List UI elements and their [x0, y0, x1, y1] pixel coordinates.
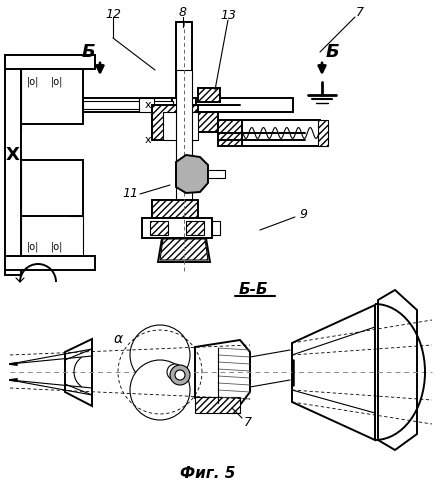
Text: Фиг. 5: Фиг. 5: [181, 467, 236, 482]
Text: |o|: |o|: [51, 77, 63, 87]
Bar: [5, 256, 95, 270]
Bar: [242, 120, 320, 146]
Text: x: x: [145, 100, 151, 110]
Bar: [142, 218, 212, 238]
Polygon shape: [195, 397, 240, 413]
Circle shape: [130, 360, 190, 420]
Polygon shape: [195, 340, 250, 405]
Text: 11: 11: [122, 187, 138, 200]
Bar: [5, 55, 95, 69]
Text: 7: 7: [244, 416, 252, 429]
Polygon shape: [176, 155, 208, 193]
Text: X: X: [6, 146, 20, 164]
Bar: [152, 200, 198, 218]
Polygon shape: [65, 339, 92, 406]
Text: 12: 12: [105, 7, 121, 20]
Text: |o|: |o|: [27, 77, 39, 87]
Bar: [318, 120, 328, 146]
Circle shape: [172, 369, 178, 375]
Bar: [195, 170, 225, 178]
Circle shape: [167, 364, 183, 380]
Bar: [176, 22, 192, 102]
Circle shape: [130, 325, 190, 385]
Text: Б-Б: Б-Б: [238, 281, 268, 296]
Bar: [139, 98, 154, 112]
Text: 13: 13: [220, 8, 236, 21]
Polygon shape: [292, 305, 375, 440]
Circle shape: [170, 365, 190, 385]
Bar: [21, 69, 83, 124]
Bar: [150, 221, 168, 235]
Bar: [186, 221, 204, 235]
Text: 8: 8: [179, 5, 187, 18]
Text: 9: 9: [299, 208, 307, 221]
Bar: [83, 101, 173, 109]
Bar: [5, 55, 21, 275]
Text: 7: 7: [356, 5, 364, 18]
Bar: [152, 105, 198, 140]
Text: Б: Б: [325, 43, 339, 61]
Bar: [212, 221, 220, 235]
Bar: [198, 112, 218, 132]
Text: Б: Б: [81, 43, 95, 61]
Bar: [176, 70, 192, 230]
Bar: [21, 160, 83, 216]
Bar: [83, 98, 293, 112]
Polygon shape: [378, 290, 417, 450]
Text: α: α: [113, 332, 123, 346]
Bar: [198, 88, 220, 102]
Text: |o|: |o|: [51, 242, 63, 252]
Text: x: x: [145, 135, 151, 145]
Bar: [172, 98, 196, 106]
Bar: [163, 112, 198, 140]
Polygon shape: [160, 239, 208, 260]
Bar: [218, 120, 242, 146]
Text: |o|: |o|: [27, 242, 39, 252]
Circle shape: [175, 370, 185, 380]
Polygon shape: [158, 238, 210, 262]
